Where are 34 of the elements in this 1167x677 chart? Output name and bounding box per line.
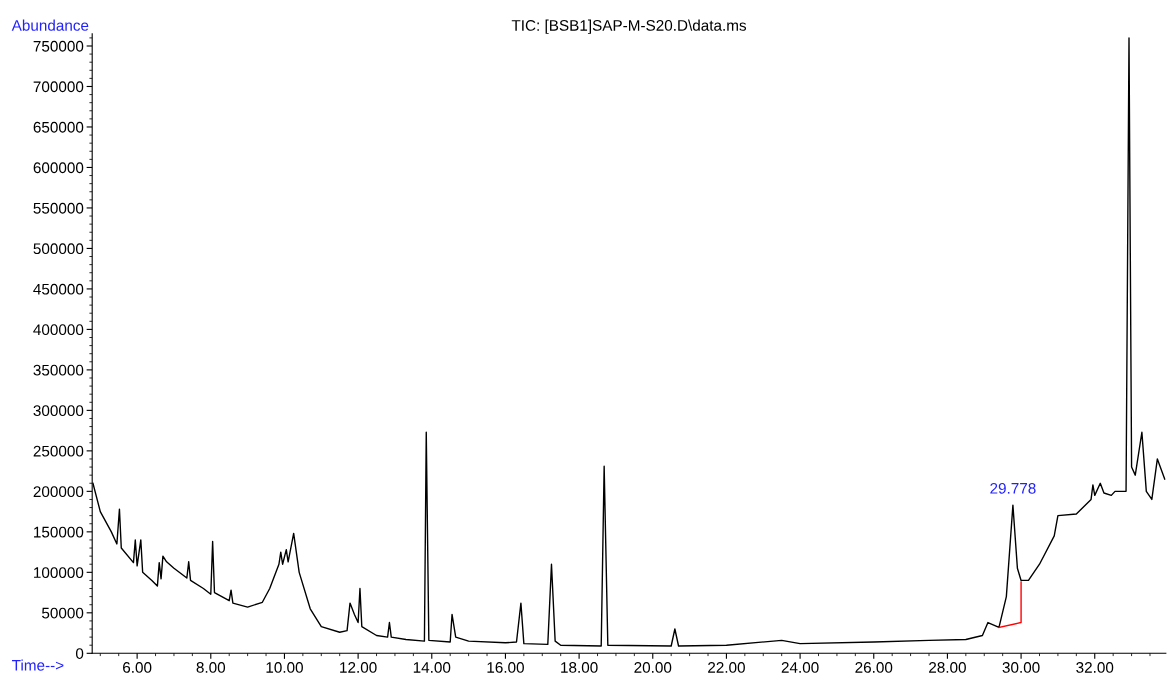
x-tick-label: 24.00 [781, 662, 819, 673]
y-tick-label: 450000 [33, 283, 84, 295]
y-tick-label: 200000 [33, 486, 84, 498]
x-tick-label: 8.00 [196, 662, 226, 673]
y-tick-label: 250000 [33, 445, 84, 457]
y-axis-title: Abundance [11, 19, 89, 31]
y-tick-label: 400000 [33, 324, 84, 336]
annotation: 29.778 [990, 482, 1036, 494]
x-tick-label: 14.00 [413, 662, 451, 673]
y-tick-label: 0 [75, 648, 84, 659]
x-tick-label: 12.00 [340, 662, 377, 673]
chart-title: TIC: [BSB1]SAP-M-S20.D\data.ms [511, 19, 747, 34]
y-tick-label: 600000 [33, 162, 84, 174]
x-tick-label: 16.00 [487, 662, 524, 673]
y-tick-label: 100000 [34, 567, 84, 579]
x-tick-label: 22.00 [708, 662, 745, 673]
y-tick-label: 300000 [33, 405, 84, 417]
y-tick-label: 700000 [33, 81, 84, 93]
x-tick-label: 30.00 [1002, 662, 1040, 673]
x-tick-label: 18.00 [561, 662, 598, 673]
x-tick-label: 26.00 [855, 662, 893, 673]
y-tick-label: 650000 [33, 121, 84, 133]
x-tick-label: 28.00 [929, 662, 966, 673]
y-tick-label: 350000 [33, 364, 84, 376]
x-tick-label: 6.00 [123, 662, 152, 673]
y-tick-label: 150000 [34, 526, 84, 538]
x-tick-label: 32.00 [1076, 662, 1114, 673]
x-tick-label: 10.00 [266, 662, 303, 673]
y-tick-label: 500000 [33, 243, 84, 255]
y-tick-label: 750000 [33, 40, 84, 52]
y-tick-label: 550000 [33, 202, 84, 214]
y-tick-label: 50000 [41, 607, 84, 619]
x-tick-label: 20.00 [634, 662, 672, 673]
x-axis-title: Time--> [12, 659, 64, 671]
